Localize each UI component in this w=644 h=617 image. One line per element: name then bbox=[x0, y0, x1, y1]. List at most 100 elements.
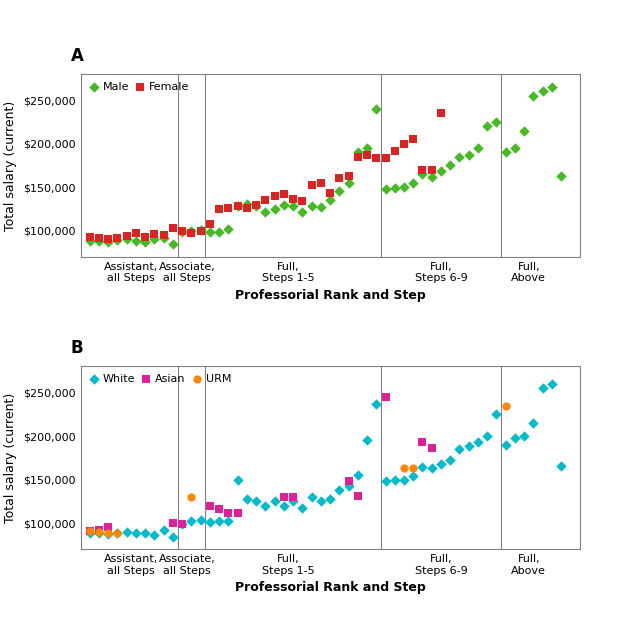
Female bbox=[279, 189, 289, 199]
Male bbox=[177, 228, 187, 238]
White bbox=[399, 474, 409, 484]
Male bbox=[84, 236, 95, 246]
Male bbox=[343, 178, 354, 188]
Male bbox=[381, 184, 391, 194]
White bbox=[390, 476, 400, 486]
White bbox=[528, 418, 538, 428]
Male bbox=[528, 91, 538, 101]
Male bbox=[131, 236, 141, 246]
Male bbox=[334, 186, 345, 196]
Female bbox=[362, 150, 372, 160]
Female bbox=[343, 171, 354, 181]
Female bbox=[168, 223, 178, 233]
White bbox=[426, 463, 437, 473]
Male bbox=[103, 237, 113, 247]
Male bbox=[454, 152, 464, 162]
Male bbox=[297, 207, 307, 217]
Male bbox=[510, 143, 520, 153]
Male bbox=[307, 201, 317, 211]
X-axis label: Professorial Rank and Step: Professorial Rank and Step bbox=[234, 289, 426, 302]
Female bbox=[334, 173, 345, 183]
Male bbox=[362, 143, 372, 153]
White bbox=[538, 383, 548, 393]
White bbox=[334, 485, 345, 495]
URM bbox=[84, 526, 95, 536]
Female bbox=[381, 154, 391, 164]
Asian bbox=[94, 525, 104, 535]
Male bbox=[269, 204, 279, 214]
White bbox=[343, 481, 354, 491]
Male bbox=[316, 202, 326, 212]
Female bbox=[325, 188, 335, 198]
Female bbox=[122, 231, 132, 241]
White bbox=[297, 503, 307, 513]
Asian bbox=[214, 504, 224, 514]
Female bbox=[408, 135, 419, 144]
White bbox=[214, 516, 224, 526]
White bbox=[307, 492, 317, 502]
Asian bbox=[279, 492, 289, 502]
Asian bbox=[288, 492, 298, 502]
Male bbox=[519, 126, 529, 136]
Female bbox=[390, 146, 400, 155]
Asian bbox=[381, 392, 391, 402]
Male bbox=[538, 86, 548, 96]
Male bbox=[417, 169, 428, 179]
Male bbox=[242, 199, 252, 209]
Asian bbox=[426, 443, 437, 453]
Male bbox=[251, 201, 261, 211]
White bbox=[500, 440, 511, 450]
Male bbox=[371, 104, 381, 114]
White bbox=[288, 496, 298, 506]
White bbox=[464, 442, 474, 452]
Female bbox=[269, 191, 279, 201]
White bbox=[186, 516, 196, 526]
Female bbox=[417, 165, 428, 175]
Asian bbox=[103, 521, 113, 531]
White bbox=[325, 494, 335, 503]
Male bbox=[158, 233, 169, 242]
Male bbox=[464, 150, 474, 160]
URM bbox=[408, 463, 419, 473]
Female bbox=[232, 201, 243, 211]
Male bbox=[426, 172, 437, 181]
White bbox=[177, 519, 187, 529]
Male bbox=[288, 201, 298, 211]
Male bbox=[94, 236, 104, 246]
Female bbox=[112, 233, 122, 242]
Male bbox=[473, 143, 483, 153]
White bbox=[316, 496, 326, 506]
White bbox=[473, 437, 483, 447]
White bbox=[269, 496, 279, 506]
Female bbox=[426, 165, 437, 175]
White bbox=[260, 502, 270, 511]
Legend: White, Asian, URM: White, Asian, URM bbox=[86, 372, 233, 386]
Female bbox=[214, 204, 224, 214]
Male bbox=[214, 228, 224, 238]
Male bbox=[482, 122, 492, 131]
Female bbox=[260, 195, 270, 205]
White bbox=[251, 496, 261, 506]
Male bbox=[353, 147, 363, 157]
Male bbox=[149, 234, 160, 244]
Female bbox=[177, 226, 187, 236]
Female bbox=[131, 228, 141, 238]
Female bbox=[242, 203, 252, 213]
White bbox=[140, 529, 150, 539]
Female bbox=[353, 152, 363, 162]
Female bbox=[158, 230, 169, 240]
Asian bbox=[177, 519, 187, 529]
Male bbox=[436, 167, 446, 176]
White bbox=[232, 476, 243, 486]
White bbox=[279, 500, 289, 510]
Y-axis label: Total salary (current): Total salary (current) bbox=[5, 101, 17, 231]
Male bbox=[408, 178, 419, 188]
White bbox=[158, 525, 169, 535]
White bbox=[205, 517, 215, 527]
White bbox=[362, 436, 372, 445]
White bbox=[547, 379, 557, 389]
Male bbox=[399, 182, 409, 192]
White bbox=[519, 431, 529, 441]
Female bbox=[436, 108, 446, 118]
Female bbox=[103, 234, 113, 244]
